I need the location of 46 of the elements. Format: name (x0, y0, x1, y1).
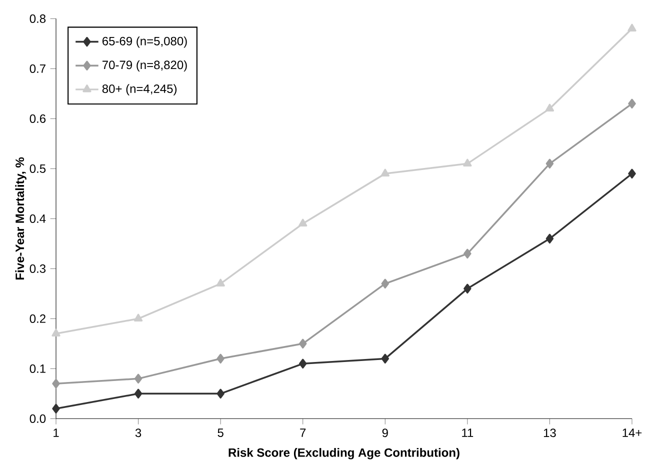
x-tick-label: 9 (382, 428, 388, 438)
point (134, 314, 143, 322)
y-tick-label: 0.4 (30, 214, 46, 223)
y-tick-label: 0.6 (30, 114, 46, 123)
x-tick-label: 1 (54, 428, 59, 437)
point (464, 248, 472, 259)
legend-label: 65-69 (n=5,080) (102, 36, 187, 48)
point (464, 284, 472, 294)
point (298, 358, 307, 369)
legend-label: 80+ (n=4,245) (102, 84, 177, 96)
y-tick-label: 0.0 (30, 414, 46, 423)
point (216, 354, 224, 364)
x-tick-label: 13 (544, 428, 556, 438)
point (546, 158, 554, 169)
point (298, 218, 308, 227)
y-tick-label: 0.2 (30, 314, 46, 323)
y-tick-label: 0.1 (30, 364, 46, 373)
y-tick-label: 0.3 (30, 264, 46, 273)
x-tick-label: 14+ (622, 428, 642, 437)
y-axis-title: Five-Year Mortality, % (15, 157, 26, 280)
point (628, 24, 636, 32)
point (52, 378, 60, 389)
point (216, 388, 224, 399)
point (380, 168, 390, 177)
point (628, 168, 636, 179)
point (545, 104, 554, 112)
y-tick-label: 0.7 (30, 64, 46, 73)
y-tick-label: 0.8 (30, 14, 46, 23)
point (216, 278, 225, 287)
y-tick-label: 0.5 (30, 164, 46, 173)
x-axis-title: Risk Score (Excluding Age Contribution) (228, 448, 460, 460)
point (463, 158, 472, 167)
x-tick-label: 7 (300, 428, 306, 437)
legend-label: 70-79 (n=8,820) (102, 60, 187, 72)
point (381, 354, 390, 364)
point (134, 374, 142, 384)
point (628, 98, 636, 109)
point (52, 328, 60, 337)
point (298, 338, 307, 349)
x-tick-label: 3 (135, 428, 142, 438)
point (52, 404, 60, 414)
x-tick-label: 11 (462, 428, 474, 437)
x-tick-label: 5 (218, 428, 224, 437)
point (546, 234, 554, 244)
point (381, 278, 390, 289)
point (134, 388, 142, 399)
